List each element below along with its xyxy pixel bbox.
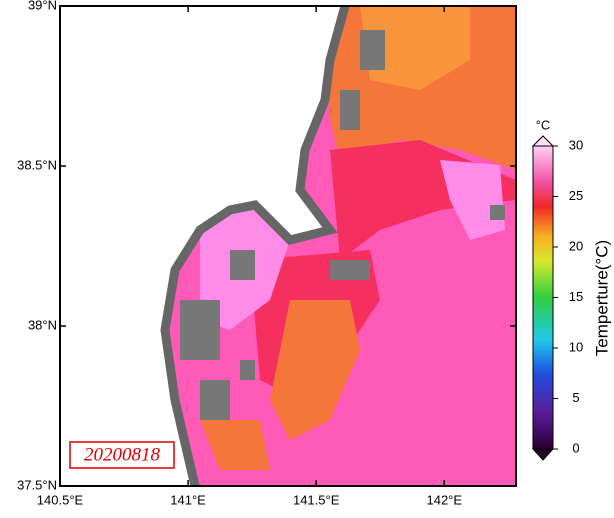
colorbar — [532, 145, 554, 450]
warm-zone — [270, 300, 360, 440]
colorbar-tick-label: 15 — [569, 289, 583, 304]
warm-zone — [200, 420, 270, 470]
colorbar-label: Temperture(°C) — [592, 240, 611, 356]
warm-zone — [360, 6, 470, 90]
colorbar-tick-label: 30 — [569, 137, 583, 152]
date-box — [69, 441, 175, 469]
colorbar-tick-label: 0 — [572, 440, 579, 455]
colorbar-unit: °C — [536, 117, 551, 132]
land — [60, 6, 345, 486]
map-frame — [59, 5, 517, 487]
y-tick-label: 38°N — [28, 317, 57, 332]
map-field — [60, 6, 516, 486]
x-tick-label: 142°E — [426, 492, 462, 507]
warm-zone — [440, 160, 505, 240]
x-tick-label: 141°E — [170, 492, 206, 507]
colorbar-tick-label: 10 — [569, 339, 583, 354]
missing-data — [180, 30, 505, 420]
colorbar-max-arrow — [531, 135, 555, 147]
x-tick-label: 141.5°E — [293, 492, 340, 507]
colorbar-tick-label: 25 — [569, 188, 583, 203]
colorbar-min-arrow — [531, 448, 555, 461]
y-tick-label: 39°N — [28, 0, 57, 12]
y-tick-label: 38.5°N — [17, 157, 57, 172]
x-tick-label: 140.5°E — [37, 492, 84, 507]
colorbar-tick-label: 20 — [569, 238, 583, 253]
coastline — [160, 6, 350, 486]
y-tick-label: 37.5°N — [17, 477, 57, 492]
date-label: 20200818 — [84, 444, 161, 465]
colorbar-tick-label: 5 — [572, 390, 579, 405]
